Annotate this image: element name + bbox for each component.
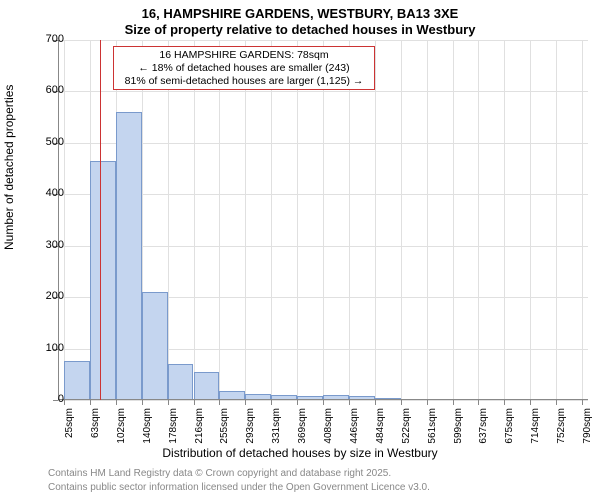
- x-tick-mark: [427, 400, 428, 405]
- gridline-vertical: [478, 40, 479, 400]
- chart-title-line1: 16, HAMPSHIRE GARDENS, WESTBURY, BA13 3X…: [0, 6, 600, 21]
- chart-container: 16, HAMPSHIRE GARDENS, WESTBURY, BA13 3X…: [0, 0, 600, 500]
- y-tick-label: 100: [24, 342, 64, 354]
- gridline-vertical: [297, 40, 298, 400]
- y-tick-label: 0: [24, 393, 64, 405]
- gridline-vertical: [375, 40, 376, 400]
- footer-line1: Contains HM Land Registry data © Crown c…: [48, 468, 391, 479]
- x-tick-mark: [168, 400, 169, 405]
- x-tick-mark: [271, 400, 272, 405]
- x-tick-mark: [219, 400, 220, 405]
- marker-line: [100, 40, 102, 400]
- annotation-box: 16 HAMPSHIRE GARDENS: 78sqm← 18% of deta…: [113, 46, 375, 90]
- y-tick-label: 400: [24, 187, 64, 199]
- y-axis-label: Number of detached properties: [2, 85, 16, 250]
- y-tick-label: 700: [24, 33, 64, 45]
- gridline-vertical: [219, 40, 220, 400]
- gridline-vertical: [64, 40, 65, 400]
- gridline-vertical: [323, 40, 324, 400]
- annotation-line: 16 HAMPSHIRE GARDENS: 78sqm: [118, 49, 370, 62]
- x-tick-mark: [323, 400, 324, 405]
- histogram-bar: [90, 161, 116, 400]
- gridline-vertical: [427, 40, 428, 400]
- x-tick-mark: [90, 400, 91, 405]
- gridline-vertical: [245, 40, 246, 400]
- x-tick-mark: [297, 400, 298, 405]
- x-tick-mark: [349, 400, 350, 405]
- gridline-vertical: [194, 40, 195, 400]
- x-tick-mark: [245, 400, 246, 405]
- gridline-vertical: [271, 40, 272, 400]
- y-tick-label: 600: [24, 84, 64, 96]
- y-tick-label: 200: [24, 290, 64, 302]
- gridline-vertical: [582, 40, 583, 400]
- gridline-vertical: [556, 40, 557, 400]
- y-tick-label: 500: [24, 136, 64, 148]
- gridline-vertical: [349, 40, 350, 400]
- x-tick-mark: [116, 400, 117, 405]
- chart-title-line2: Size of property relative to detached ho…: [0, 22, 600, 37]
- histogram-bar: [168, 364, 194, 400]
- x-tick-mark: [375, 400, 376, 405]
- x-tick-mark: [556, 400, 557, 405]
- gridline-vertical: [504, 40, 505, 400]
- gridline-vertical: [401, 40, 402, 400]
- histogram-bar: [116, 112, 142, 400]
- footer-line2: Contains public sector information licen…: [48, 482, 430, 493]
- histogram-bar: [64, 361, 90, 400]
- x-tick-mark: [64, 400, 65, 405]
- x-tick-mark: [194, 400, 195, 405]
- plot-area: 16 HAMPSHIRE GARDENS: 78sqm← 18% of deta…: [58, 40, 588, 400]
- annotation-line: ← 18% of detached houses are smaller (24…: [118, 62, 370, 75]
- x-tick-mark: [401, 400, 402, 405]
- x-axis-label: Distribution of detached houses by size …: [0, 446, 600, 460]
- x-tick-mark: [582, 400, 583, 405]
- y-tick-label: 300: [24, 239, 64, 251]
- gridline-vertical: [530, 40, 531, 400]
- gridline-vertical: [168, 40, 169, 400]
- histogram-bar: [142, 292, 168, 400]
- x-tick-mark: [142, 400, 143, 405]
- x-tick-mark: [504, 400, 505, 405]
- annotation-line: 81% of semi-detached houses are larger (…: [118, 75, 370, 88]
- histogram-bar: [194, 372, 220, 400]
- x-tick-mark: [453, 400, 454, 405]
- x-tick-mark: [478, 400, 479, 405]
- gridline-vertical: [453, 40, 454, 400]
- y-axis-label-text: Number of detached properties: [2, 85, 16, 250]
- x-tick-mark: [530, 400, 531, 405]
